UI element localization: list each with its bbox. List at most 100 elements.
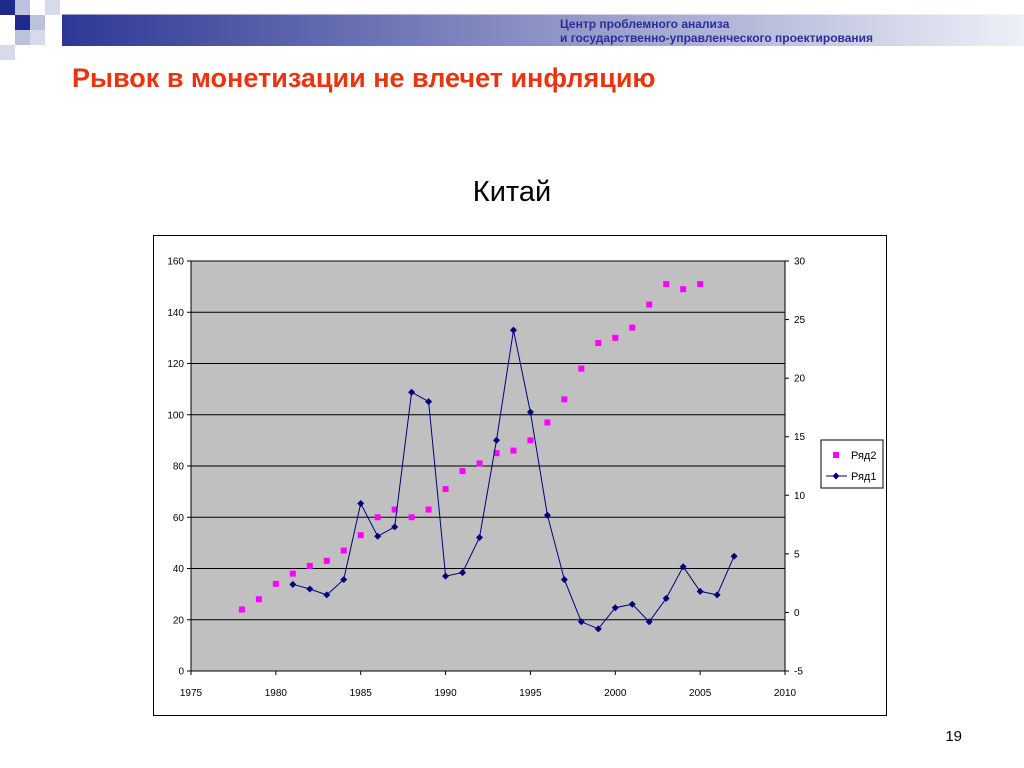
series2-point	[442, 486, 449, 493]
series1-point	[543, 511, 551, 519]
series1-point	[611, 604, 619, 612]
y-left-tick-label: 100	[167, 410, 184, 421]
series2-point	[510, 447, 517, 454]
series1-point	[425, 398, 433, 406]
slide-title: Рывок в монетизации не влечет инфляцию	[72, 63, 656, 93]
deco-square	[45, 15, 60, 30]
series2-point	[595, 340, 602, 346]
chart-title: Китай	[472, 176, 552, 208]
y-left-tick-label: 120	[167, 359, 184, 370]
series1-point	[357, 499, 365, 507]
deco-square	[0, 45, 15, 60]
series1-point	[679, 563, 687, 571]
y-left-tick-label: 40	[173, 564, 185, 575]
legend-label-series2: Ряд2	[851, 450, 876, 462]
series1-point	[526, 408, 534, 416]
series1-point	[391, 523, 399, 531]
corner-decoration	[0, 0, 1024, 60]
series1-point	[323, 591, 331, 599]
chart: 0 20 40 60 80 100 120 140 160 -5 0 5 10 15 20 25 30 1975 1…	[153, 235, 887, 716]
y-right-tick-label: 25	[794, 315, 806, 326]
series2-point	[680, 286, 687, 293]
series2-point	[272, 580, 279, 587]
x-tick-label: 2010	[774, 688, 797, 699]
series1-point	[594, 625, 602, 633]
legend-label-series1: Ряд1	[851, 471, 876, 483]
legend-swatch-series2	[833, 452, 839, 458]
series1-point	[662, 594, 670, 602]
deco-square	[15, 30, 30, 45]
series1-point	[730, 552, 738, 560]
y-left-tick-label: 80	[173, 462, 185, 473]
series1-point	[645, 618, 653, 626]
series2-point	[697, 281, 704, 288]
x-tick-label: 1990	[434, 688, 457, 699]
deco-square	[0, 0, 15, 15]
series2-point	[306, 562, 313, 569]
series1-point	[374, 532, 382, 540]
org-line-1: Центр проблемного анализа	[560, 17, 730, 31]
series1-point	[492, 436, 500, 444]
deco-square	[0, 15, 15, 30]
series2-point	[408, 514, 415, 521]
series1-point	[289, 580, 297, 588]
series2-point	[476, 460, 483, 467]
series1-point	[713, 591, 721, 599]
series2-point	[493, 450, 500, 457]
deco-square	[30, 0, 45, 15]
y-left-tick-label: 140	[167, 308, 184, 319]
series2-point	[289, 570, 296, 577]
series2-point	[663, 281, 670, 288]
series1-point	[340, 576, 348, 584]
series2-point	[255, 596, 262, 603]
series2-point	[561, 396, 568, 403]
series1-point	[577, 618, 585, 626]
legend-swatch-series1	[832, 472, 840, 480]
y-left-tick-label: 0	[178, 667, 184, 678]
org-name: Центр проблемного анализа и государствен…	[560, 17, 873, 45]
x-tick-label: 1985	[350, 688, 373, 699]
series1-point	[306, 585, 314, 593]
series2-point	[374, 514, 381, 521]
legend-box	[820, 439, 884, 489]
series2-point	[527, 437, 534, 444]
y-left-tick-label: 60	[173, 513, 185, 524]
series2-point	[646, 301, 653, 308]
series2-point	[357, 532, 364, 539]
series1-point	[560, 576, 568, 584]
series1-point	[628, 600, 636, 608]
y-right-tick-label: 0	[794, 608, 800, 619]
x-tick-label: 2000	[604, 688, 627, 699]
series1-point	[408, 388, 416, 396]
series2-point	[612, 334, 619, 341]
series2-point	[391, 506, 398, 513]
x-tick-label: 1975	[180, 688, 203, 699]
x-tick-label: 1995	[519, 688, 542, 699]
deco-square	[30, 30, 45, 45]
y-right-tick-label: 20	[794, 374, 806, 385]
x-tick-label: 2005	[689, 688, 712, 699]
y-left-tick-label: 20	[173, 615, 185, 626]
y-right-tick-label: 15	[794, 432, 806, 443]
series1-point	[476, 533, 484, 541]
series2-point	[340, 547, 347, 554]
y-right-tick-label: -5	[794, 667, 803, 678]
x-tick-label: 1980	[265, 688, 288, 699]
series2-point	[629, 324, 636, 331]
series1-point	[442, 572, 450, 580]
y-right-tick-label: 10	[794, 491, 806, 502]
series1-point	[459, 569, 467, 577]
org-line-2: и государственно-управленческого проекти…	[560, 31, 874, 45]
series2-point	[544, 419, 551, 426]
page-number: 19	[945, 728, 962, 745]
deco-square	[15, 0, 30, 15]
series1-point	[509, 326, 517, 334]
series2-point	[323, 557, 330, 564]
deco-square	[45, 0, 60, 15]
y-right-tick-label: 5	[794, 549, 800, 560]
deco-square	[30, 15, 45, 30]
y-right-tick-label: 30	[794, 257, 806, 268]
y-left-tick-label: 160	[167, 257, 184, 268]
series2-point	[578, 365, 585, 372]
series2-point	[459, 468, 466, 475]
